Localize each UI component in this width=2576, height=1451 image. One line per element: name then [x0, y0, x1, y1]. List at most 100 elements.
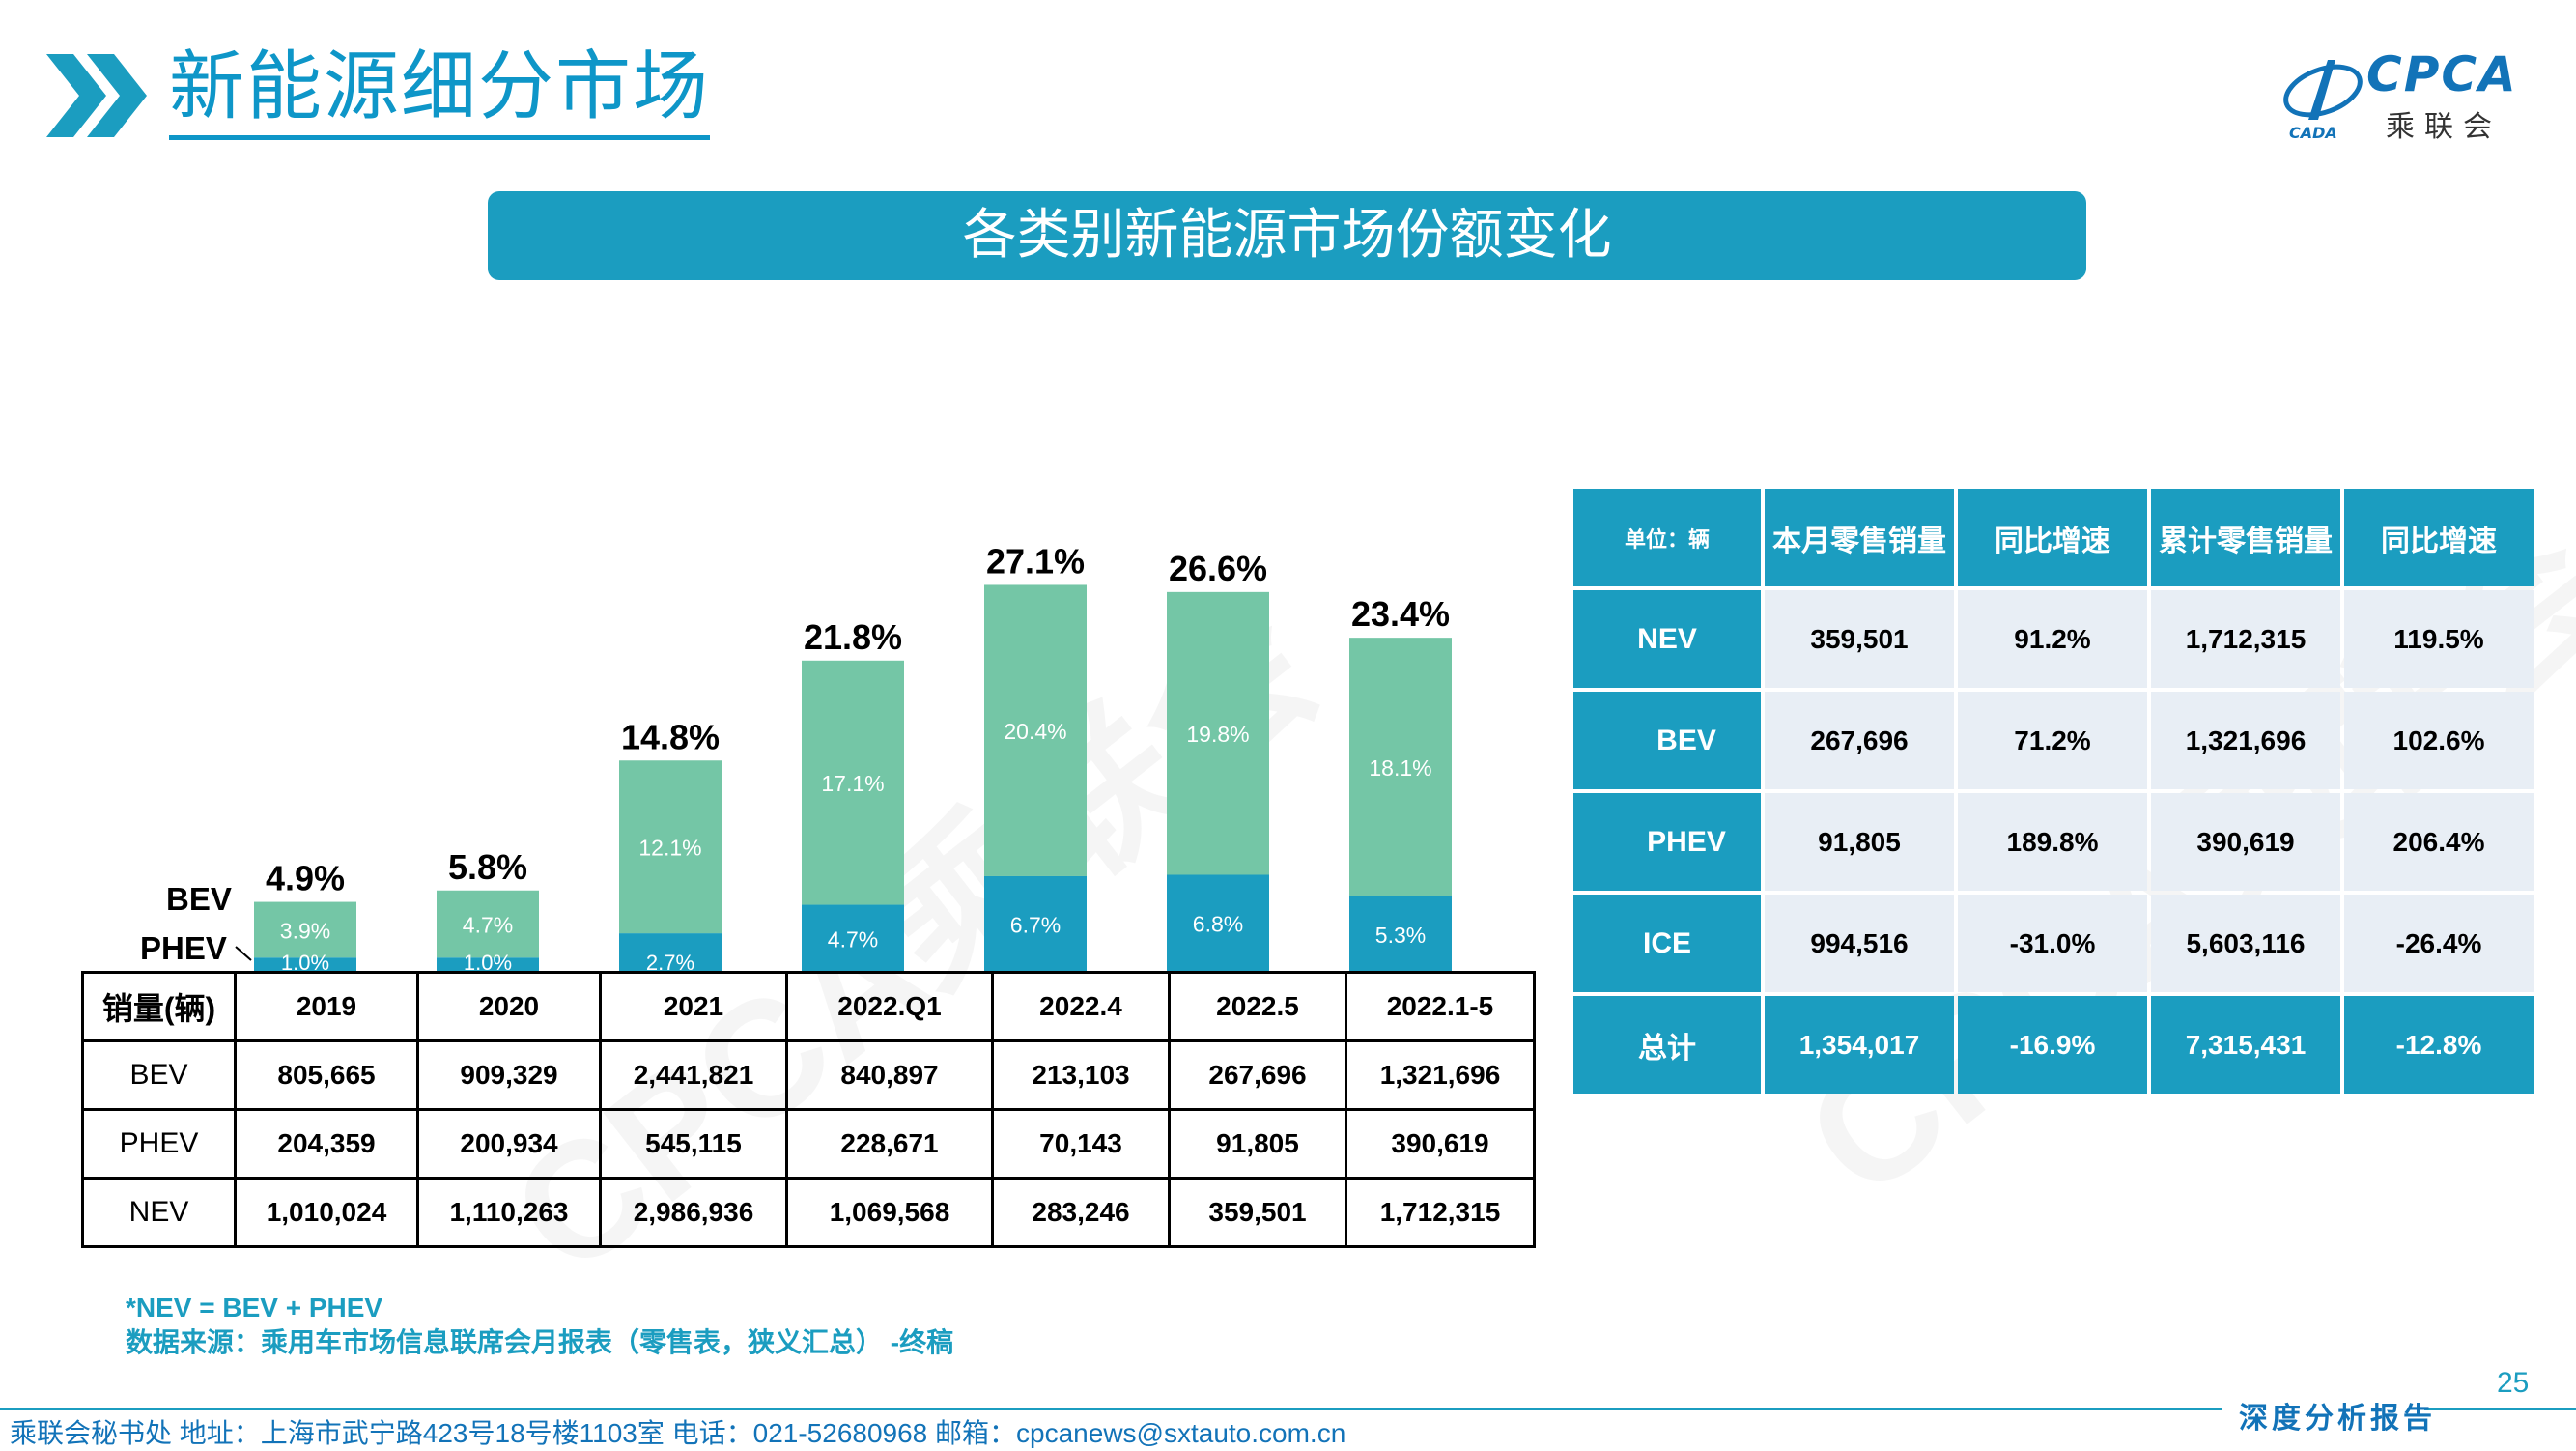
row-header: BEV — [1573, 692, 1761, 789]
bar-label-bev: 4.7% — [463, 912, 513, 937]
chevron-arrows-icon — [46, 54, 147, 137]
column-header: 2022.1-5 — [1345, 971, 1536, 1042]
bar-phev — [802, 904, 904, 972]
cpca-logo: CPCA 乘联会 CADA — [2279, 46, 2540, 144]
table-total-row: 总计 1,354,017 -16.9% 7,315,431 -12.8% — [1573, 996, 2534, 1094]
table-cell: 91.2% — [1958, 590, 2147, 688]
notes: *NEV = BEV + PHEV 数据来源：乘用车市场信息联席会月报表（零售表… — [126, 1291, 953, 1360]
logo-small-text: CADA — [2289, 124, 2337, 142]
table-row: BEV 267,696 71.2% 1,321,696 102.6% — [1573, 692, 2534, 789]
table-header-row: 单位：辆 本月零售销量 同比增速 累计零售销量 同比增速 — [1573, 489, 2534, 586]
table-cell: 1,712,315 — [1345, 1177, 1536, 1248]
bar-label-phev: 2.7% — [646, 951, 694, 975]
retail-sales-table: 单位：辆 本月零售销量 同比增速 累计零售销量 同比增速 NEV 359,501… — [1570, 485, 2537, 1097]
column-header: 2020 — [416, 971, 602, 1042]
bar-phev — [619, 933, 722, 972]
bar-phev — [437, 957, 539, 972]
column-header: 2022.Q1 — [785, 971, 994, 1042]
table-cell: 390,619 — [2151, 793, 2340, 891]
table-cell: 1,010,024 — [234, 1177, 419, 1248]
bar-total-label: 26.6% — [1169, 549, 1267, 588]
table-cell: 1,069,568 — [785, 1177, 994, 1248]
logo-subtext: 乘联会 — [2386, 110, 2502, 144]
bar-label-bev: 18.1% — [1369, 755, 1431, 781]
table-cell: 359,501 — [1168, 1177, 1347, 1248]
bar-label-bev: 12.1% — [638, 836, 701, 861]
bar-label-phev: 1.0% — [464, 951, 512, 975]
row-header: PHEV — [1573, 793, 1761, 891]
table-cell: 359,501 — [1765, 590, 1954, 688]
bar-total-label: 27.1% — [986, 541, 1085, 581]
bar-label-phev: 6.7% — [1010, 912, 1061, 937]
bar-label-phev: 6.8% — [1193, 912, 1243, 937]
table-cell: 91,805 — [1168, 1108, 1347, 1180]
footer-divider — [0, 1408, 2222, 1410]
table-header-row: 销量(辆) 2019 2020 2021 2022.Q1 2022.4 2022… — [81, 971, 1536, 1042]
table-cell: 2,441,821 — [599, 1039, 788, 1111]
table-cell: 70,143 — [991, 1108, 1171, 1180]
bar-total-label: 5.8% — [448, 847, 527, 887]
table-row: PHEV 91,805 189.8% 390,619 206.4% — [1573, 793, 2534, 891]
page-number: 25 — [2497, 1367, 2530, 1399]
column-header: 2022.4 — [991, 971, 1171, 1042]
column-header: 累计零售销量 — [2151, 489, 2340, 586]
table-cell: 204,359 — [234, 1108, 419, 1180]
table-cell: -12.8% — [2344, 996, 2534, 1094]
column-header: 2021 — [599, 971, 788, 1042]
legend-phev-label: PHEV — [140, 930, 227, 966]
bar-bev — [802, 660, 904, 905]
bar-label-phev: 5.3% — [1375, 923, 1426, 948]
table-cell: 1,110,263 — [416, 1177, 602, 1248]
sales-volume-table: 销量(辆) 2019 2020 2021 2022.Q1 2022.4 2022… — [81, 971, 1536, 1248]
table-cell: -31.0% — [1958, 895, 2147, 992]
table-cell: -26.4% — [2344, 895, 2534, 992]
table-cell: 1,712,315 — [2151, 590, 2340, 688]
bar-bev — [619, 760, 722, 934]
column-header: 2019 — [234, 971, 419, 1042]
table-cell: 206.4% — [2344, 793, 2534, 891]
table-cell: 119.5% — [2344, 590, 2534, 688]
table-cell: 189.8% — [1958, 793, 2147, 891]
column-header: 本月零售销量 — [1765, 489, 1954, 586]
row-header: 总计 — [1573, 996, 1761, 1094]
column-header: 同比增速 — [1958, 489, 2147, 586]
table-cell: 283,246 — [991, 1177, 1171, 1248]
table-cell: 2,986,936 — [599, 1177, 788, 1248]
bar-bev — [1167, 591, 1269, 875]
footer-divider — [2424, 1408, 2576, 1410]
page-title: 新能源细分市场 — [169, 39, 711, 140]
bar-phev — [1167, 874, 1269, 972]
column-header: 2022.5 — [1168, 971, 1347, 1042]
table-cell: 545,115 — [599, 1108, 788, 1180]
section-banner: 各类别新能源市场份额变化 — [488, 191, 2086, 280]
table-cell: 5,603,116 — [2151, 895, 2340, 992]
bar-bev — [1349, 638, 1452, 896]
table-cell: 840,897 — [785, 1039, 994, 1111]
bar-bev — [437, 890, 539, 958]
table-cell: 7,315,431 — [2151, 996, 2340, 1094]
bar-total-label: 4.9% — [266, 859, 345, 898]
bar-phev — [1349, 896, 1452, 972]
bar-label-bev: 17.1% — [821, 771, 884, 796]
table-cell: 71.2% — [1958, 692, 2147, 789]
table-row: PHEV 204,359 200,934 545,115 228,671 70,… — [81, 1108, 1536, 1180]
table-row: ICE 994,516 -31.0% 5,603,116 -26.4% — [1573, 895, 2534, 992]
table-cell: 228,671 — [785, 1108, 994, 1180]
table-cell: 1,321,696 — [2151, 692, 2340, 789]
table-cell: 1,354,017 — [1765, 996, 1954, 1094]
table-cell: 267,696 — [1765, 692, 1954, 789]
unit-label: 单位：辆 — [1573, 489, 1761, 586]
column-header: 同比增速 — [2344, 489, 2534, 586]
table-cell: 805,665 — [234, 1039, 419, 1111]
footer-contact: 乘联会秘书处 地址：上海市武宁路423号18号楼1103室 电话：021-526… — [10, 1418, 1346, 1448]
table-corner-label: 销量(辆) — [81, 971, 237, 1042]
row-header: BEV — [81, 1039, 237, 1111]
cpca-emblem-icon — [2283, 60, 2363, 120]
row-header: NEV — [1573, 590, 1761, 688]
row-header: NEV — [81, 1177, 237, 1248]
legend-phev-leader-line — [235, 946, 252, 961]
row-header: PHEV — [81, 1108, 237, 1180]
table-cell: 390,619 — [1345, 1108, 1536, 1180]
table-cell: 994,516 — [1765, 895, 1954, 992]
bar-bev — [254, 901, 356, 958]
